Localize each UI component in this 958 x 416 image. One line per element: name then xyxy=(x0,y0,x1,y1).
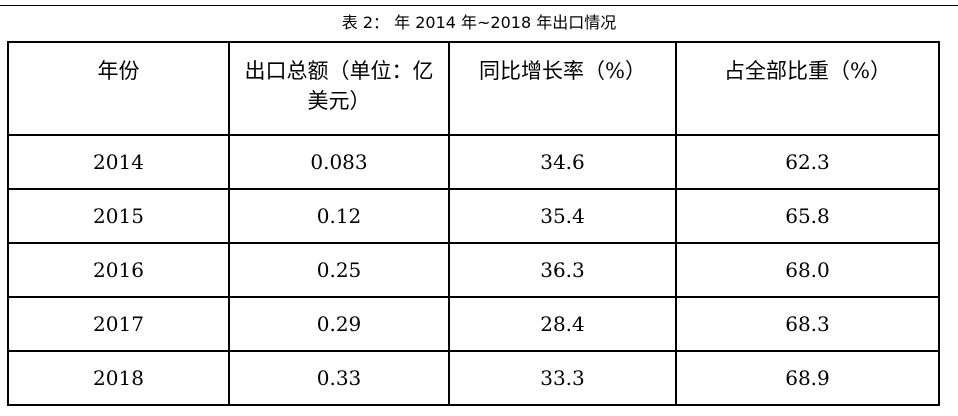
cell-share: 68.3 xyxy=(675,296,940,352)
table-caption: 表 2： 年 2014 年~2018 年出口情况 xyxy=(341,13,617,32)
cell-export-total: 0.25 xyxy=(228,242,450,298)
table-row: 2016 0.25 36.3 68.0 xyxy=(7,242,940,298)
header-year: 年份 xyxy=(7,41,230,136)
table-row: 2014 0.083 34.6 62.3 xyxy=(7,134,940,190)
cell-share: 68.0 xyxy=(675,242,940,298)
header-export-total: 出口总额（单位：亿美元） xyxy=(228,41,450,136)
cell-growth-rate: 34.6 xyxy=(448,134,677,190)
header-share: 占全部比重（%） xyxy=(675,41,940,136)
cell-year: 2016 xyxy=(7,242,230,298)
table-row: 2018 0.33 33.3 68.9 xyxy=(7,350,940,406)
cell-share: 68.9 xyxy=(675,350,940,406)
cell-growth-rate: 33.3 xyxy=(448,350,677,406)
cell-share: 62.3 xyxy=(675,134,940,190)
cell-share: 65.8 xyxy=(675,188,940,244)
table-row: 2017 0.29 28.4 68.3 xyxy=(7,296,940,352)
cell-growth-rate: 35.4 xyxy=(448,188,677,244)
header-growth-rate: 同比增长率（%） xyxy=(448,41,677,136)
top-rule xyxy=(0,5,958,6)
cell-growth-rate: 36.3 xyxy=(448,242,677,298)
cell-year: 2015 xyxy=(7,188,230,244)
cell-growth-rate: 28.4 xyxy=(448,296,677,352)
cell-export-total: 0.12 xyxy=(228,188,450,244)
cell-year: 2018 xyxy=(7,350,230,406)
cell-export-total: 0.083 xyxy=(228,134,450,190)
table-header-row: 年份 出口总额（单位：亿美元） 同比增长率（%） 占全部比重（%） xyxy=(7,41,940,136)
export-table: 年份 出口总额（单位：亿美元） 同比增长率（%） 占全部比重（%） 2014 0… xyxy=(7,41,940,406)
cell-year: 2014 xyxy=(7,134,230,190)
cell-export-total: 0.29 xyxy=(228,296,450,352)
table-row: 2015 0.12 35.4 65.8 xyxy=(7,188,940,244)
cell-export-total: 0.33 xyxy=(228,350,450,406)
cell-year: 2017 xyxy=(7,296,230,352)
